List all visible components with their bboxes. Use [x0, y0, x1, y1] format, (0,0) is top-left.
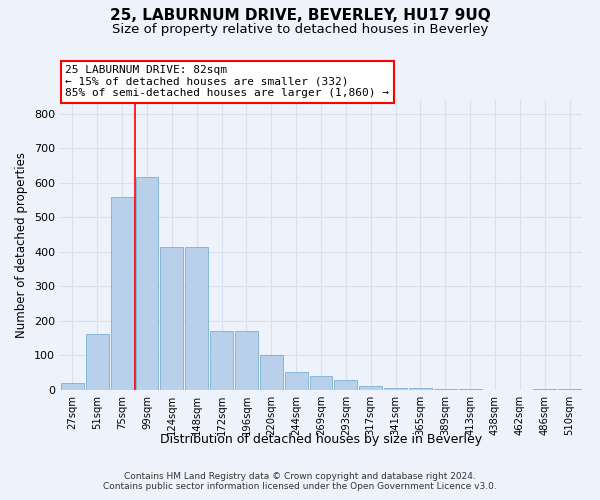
Bar — [235, 332, 258, 390]
Bar — [61, 383, 84, 390]
Bar — [260, 356, 283, 390]
Bar — [160, 246, 183, 390]
Bar — [136, 176, 158, 390]
Text: Contains HM Land Registry data © Crown copyright and database right 2024.: Contains HM Land Registry data © Crown c… — [124, 472, 476, 481]
Bar — [334, 380, 357, 390]
Bar — [86, 334, 109, 390]
Text: Contains public sector information licensed under the Open Government Licence v3: Contains public sector information licen… — [103, 482, 497, 491]
Bar — [185, 246, 208, 390]
Bar — [111, 196, 134, 390]
Bar — [533, 389, 556, 390]
Text: 25 LABURNUM DRIVE: 82sqm
← 15% of detached houses are smaller (332)
85% of semi-: 25 LABURNUM DRIVE: 82sqm ← 15% of detach… — [65, 65, 389, 98]
Bar — [384, 388, 407, 390]
Text: 25, LABURNUM DRIVE, BEVERLEY, HU17 9UQ: 25, LABURNUM DRIVE, BEVERLEY, HU17 9UQ — [110, 8, 490, 22]
Bar — [210, 332, 233, 390]
Bar — [409, 388, 432, 390]
Bar — [558, 389, 581, 390]
Bar — [359, 386, 382, 390]
Bar — [285, 372, 308, 390]
Text: Size of property relative to detached houses in Beverley: Size of property relative to detached ho… — [112, 22, 488, 36]
Text: Distribution of detached houses by size in Beverley: Distribution of detached houses by size … — [160, 432, 482, 446]
Y-axis label: Number of detached properties: Number of detached properties — [16, 152, 28, 338]
Bar — [310, 376, 332, 390]
Bar — [434, 388, 457, 390]
